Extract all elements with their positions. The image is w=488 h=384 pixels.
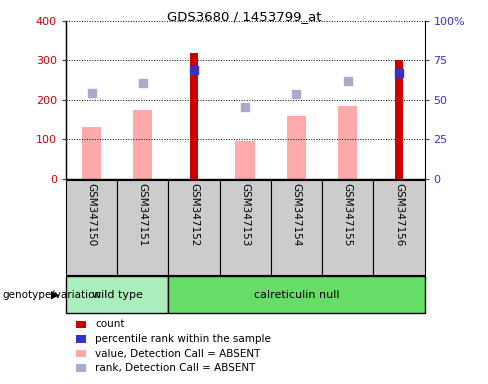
Point (293, 91, 301, 97)
Text: count: count (95, 319, 124, 329)
Bar (133, 110, 152, 179)
Text: GSM347150: GSM347150 (86, 183, 97, 247)
Point (139, 79, 147, 86)
Bar (168, 180, 220, 275)
Text: calreticulin null: calreticulin null (254, 290, 339, 300)
Bar (117, 180, 168, 275)
Point (395, 70, 403, 76)
Bar (338, 106, 357, 179)
Text: GDS3680 / 1453799_at: GDS3680 / 1453799_at (167, 10, 321, 23)
Bar (287, 116, 306, 179)
Text: genotype/variation: genotype/variation (2, 290, 102, 300)
Bar (395, 61, 403, 179)
Bar (66, 276, 168, 313)
Bar (82, 127, 101, 179)
Bar (168, 276, 425, 313)
Point (88, 90, 96, 96)
Text: GSM347151: GSM347151 (138, 183, 148, 247)
Text: GSM347152: GSM347152 (189, 183, 199, 247)
Bar (220, 180, 271, 275)
Bar (66, 180, 117, 275)
Bar (373, 180, 425, 275)
Text: GSM347156: GSM347156 (394, 183, 404, 247)
Bar (322, 180, 373, 275)
Text: ▶: ▶ (51, 290, 60, 300)
Text: GSM347153: GSM347153 (240, 183, 250, 247)
Text: wild type: wild type (92, 290, 142, 300)
Text: value, Detection Call = ABSENT: value, Detection Call = ABSENT (95, 349, 261, 359)
Point (344, 78, 352, 84)
Text: percentile rank within the sample: percentile rank within the sample (95, 334, 271, 344)
Text: GSM347155: GSM347155 (343, 183, 353, 247)
Point (242, 103, 249, 109)
Text: GSM347154: GSM347154 (291, 183, 302, 247)
Bar (190, 53, 198, 179)
Bar (271, 180, 322, 275)
Text: rank, Detection Call = ABSENT: rank, Detection Call = ABSENT (95, 363, 256, 373)
Bar (236, 141, 255, 179)
Point (190, 67, 198, 73)
